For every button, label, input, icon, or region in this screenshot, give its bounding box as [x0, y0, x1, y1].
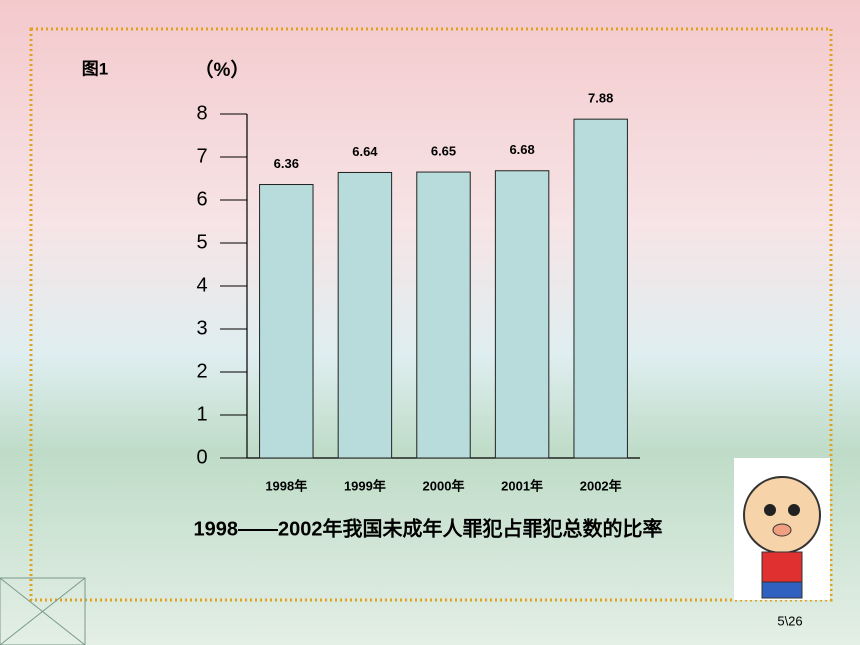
- y-axis-label: （%）: [195, 58, 250, 81]
- x-tick-label: 2001年: [501, 478, 543, 493]
- page-number: 5\26: [777, 613, 802, 628]
- y-tick-label: 8: [196, 102, 207, 124]
- data-label: 7.88: [588, 91, 613, 106]
- bar: [259, 184, 314, 459]
- bar: [337, 171, 393, 459]
- data-label: 6.68: [509, 142, 534, 157]
- dotted-frame: [29, 27, 833, 602]
- bar: [573, 118, 628, 459]
- y-tick-label: 1: [196, 403, 207, 425]
- x-tick-label: 2000年: [423, 478, 465, 493]
- y-tick-label: 2: [196, 360, 207, 382]
- figure-label: 图1: [82, 59, 108, 78]
- x-tick-label: 1998年: [265, 478, 307, 493]
- bar: [494, 170, 550, 459]
- y-tick-label: 6: [196, 188, 207, 210]
- y-tick-label: 3: [196, 317, 207, 339]
- y-tick-label: 0: [196, 446, 207, 468]
- x-tick-label: 1999年: [344, 478, 386, 493]
- x-tick-label: 2002年: [580, 478, 622, 493]
- cartoon: [734, 458, 830, 600]
- chart-title: 1998——2002年我国未成年人罪犯占罪犯总数的比率: [194, 516, 663, 540]
- data-label: 6.64: [352, 144, 378, 159]
- data-label: 6.65: [431, 143, 456, 158]
- bar: [416, 171, 471, 459]
- corner-box: [0, 577, 86, 645]
- y-tick-label: 5: [196, 231, 207, 253]
- data-label: 6.36: [274, 156, 299, 171]
- y-tick-label: 7: [196, 145, 207, 167]
- y-tick-label: 4: [196, 274, 207, 296]
